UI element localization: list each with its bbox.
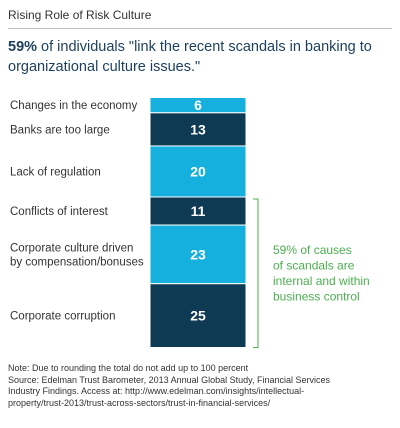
bar-value-label: 13	[190, 121, 206, 137]
category-label: Conflicts of interest	[10, 206, 109, 218]
bar-segment	[149, 196, 247, 226]
bar-segment	[149, 283, 247, 348]
category-label-line: Conflicts of interest	[10, 206, 109, 218]
category-label-line: Corporate corruption	[10, 311, 115, 323]
bar-value-label: 6	[194, 97, 202, 113]
title-divider	[8, 28, 392, 29]
category-label-line: by compensation/bonuses	[10, 256, 144, 268]
bars-layer: 6 13 20 11 23 25	[149, 97, 247, 348]
bar-segment	[149, 145, 247, 198]
category-labels-layer: Changes in the economy Banks are too larg…	[10, 100, 144, 322]
annotation-line: internal and within	[273, 274, 370, 288]
category-label: Corporate corruption	[10, 311, 115, 323]
source-line: property/trust-2013/trust-across-sectors…	[8, 397, 271, 408]
footnote: Note: Due to rounding the total do not a…	[8, 363, 398, 409]
category-label-line: Changes in the economy	[10, 100, 137, 112]
source-line: Industry Findings. Access at: http://www…	[8, 386, 305, 396]
annotation-bracket	[253, 198, 259, 348]
headline: 59% of individuals "link the recent scan…	[8, 37, 398, 77]
bar-value-label: 23	[190, 246, 206, 262]
bar-segment	[149, 224, 247, 285]
annotation-layer: 59% of causes of scandals are internal and…	[253, 198, 370, 348]
bar-segment	[149, 112, 247, 147]
headline-highlight: 59%	[8, 39, 38, 55]
category-label: Banks are too large	[10, 124, 110, 136]
note-line: Note: Due to rounding the total do not a…	[8, 363, 249, 373]
headline-text: of individuals "link the recent scandals…	[8, 39, 372, 75]
category-label: Lack of regulation	[10, 166, 101, 178]
annotation-line: business control	[273, 289, 360, 303]
annotation-line: of scandals are	[273, 258, 355, 272]
category-label: Changes in the economy	[10, 100, 137, 112]
bar-value-label: 25	[190, 308, 206, 324]
category-label-line: Corporate culture driven	[10, 242, 133, 254]
bar-value-label: 20	[190, 163, 206, 179]
category-label: Corporate culture driven by compensation/…	[10, 242, 144, 268]
chart-title: Rising Role of Risk Culture	[8, 8, 152, 22]
category-label-line: Banks are too large	[10, 124, 110, 136]
source-line: Source: Edelman Trust Barometer, 2013 An…	[8, 374, 331, 385]
annotation-line: 59% of causes	[273, 243, 352, 257]
category-label-line: Lack of regulation	[10, 166, 101, 178]
annotation-text: 59% of causes of scandals are internal and…	[273, 243, 370, 304]
bar-value-label: 11	[191, 203, 206, 219]
